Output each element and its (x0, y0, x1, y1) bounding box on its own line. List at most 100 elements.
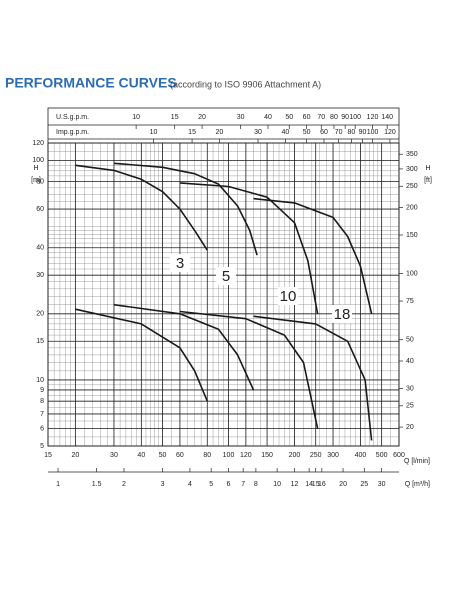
y2-tick-label: 30 (406, 385, 414, 392)
model-label-box (170, 254, 190, 272)
axis-tick-label: 60 (320, 129, 328, 136)
axis-tick-label: 80 (347, 129, 355, 136)
y-tick-label: 7 (40, 411, 44, 418)
y2-tick-label: 25 (406, 403, 414, 410)
axis-tick-label: 14 (305, 481, 313, 488)
axis-tick-label: 16 (318, 481, 326, 488)
y2-tick-label: 50 (406, 337, 414, 344)
axis-tick-label: 8 (254, 481, 258, 488)
axis-tick-label: 10 (273, 481, 281, 488)
y2-tick-label: 75 (406, 298, 414, 305)
model-label-box (216, 267, 236, 285)
axis-tick-label: 120 (384, 129, 396, 136)
axis-tick-label: 120 (367, 114, 379, 121)
y-tick-label: 6 (40, 425, 44, 432)
y-label: H (33, 165, 38, 172)
pump-curve (179, 182, 319, 314)
y-tick-label: 60 (36, 206, 44, 213)
x-tick-label: 500 (376, 452, 388, 459)
x-tick-label: 60 (176, 452, 184, 459)
x-tick-label: 600 (393, 452, 405, 459)
axis-tick-label: 5 (209, 481, 213, 488)
axis-label: Q [m³/h] (405, 481, 430, 488)
x-tick-label: 150 (261, 452, 273, 459)
y-tick-label: 40 (36, 245, 44, 252)
y-tick-label: 15 (36, 338, 44, 345)
pump-curve (75, 308, 209, 402)
axis-tick-label: 7 (241, 481, 245, 488)
y2-tick-label: 20 (406, 424, 414, 431)
y2-tick-label: 100 (406, 270, 418, 277)
axis-tick-label: 50 (303, 129, 311, 136)
axis-tick-label: 2 (122, 481, 126, 488)
axis-tick-label: 90 (359, 129, 367, 136)
x-tick-label: 50 (159, 452, 167, 459)
y2-tick-label: 40 (406, 358, 414, 365)
axis-tick-label: 6 (227, 481, 231, 488)
y-tick-label: 5 (40, 443, 44, 450)
model-label-box (278, 287, 298, 305)
x-tick-label: 400 (355, 452, 367, 459)
axis-tick-label: 15 (171, 114, 179, 121)
y-tick-label: 30 (36, 272, 44, 279)
axis-tick-label: 1 (56, 481, 60, 488)
axis-tick-label: 50 (285, 114, 293, 121)
x-label: Q [l/min] (404, 458, 430, 465)
axis-tick-label: 40 (264, 114, 272, 121)
pump-curve (113, 303, 255, 391)
x-tick-label: 300 (327, 452, 339, 459)
chart-subtitle: (according to ISO 9906 Attachment A) (170, 79, 321, 89)
pump-curve (253, 197, 373, 314)
axis-tick-label: 80 (330, 114, 338, 121)
y-tick-label: 8 (40, 398, 44, 405)
pump-curve (179, 310, 319, 429)
axis-tick-label: 30 (378, 481, 386, 488)
x-tick-label: 40 (137, 452, 145, 459)
axis-tick-label: 4 (188, 481, 192, 488)
axis-tick-label: 20 (339, 481, 347, 488)
axis-tick-label: 10 (132, 114, 140, 121)
model-label-box (332, 305, 352, 323)
y-tick-label: 9 (40, 387, 44, 394)
axis-tick-label: 70 (335, 129, 343, 136)
axis-tick-label: 15 (188, 129, 196, 136)
y-unit: [m] (31, 177, 41, 184)
y-tick-label: 100 (32, 157, 44, 164)
axis-tick-label: 30 (254, 129, 262, 136)
pump-curve (75, 164, 208, 251)
pump-curve (113, 162, 258, 256)
y-tick-label: 10 (36, 377, 44, 384)
axis-label: Imp.g.p.m. (56, 129, 89, 136)
x-tick-label: 100 (223, 452, 235, 459)
axis-tick-label: 60 (303, 114, 311, 121)
axis-tick-label: 10 (150, 129, 158, 136)
axis-tick-label: 140 (381, 114, 393, 121)
axis-tick-label: 1.5 (92, 481, 102, 488)
x-tick-label: 30 (110, 452, 118, 459)
y2-unit: [ft] (424, 177, 432, 184)
axis-tick-label: 20 (216, 129, 224, 136)
x-tick-label: 200 (289, 452, 301, 459)
axis-tick-label: 20 (198, 114, 206, 121)
axis-label: U.S.g.p.m. (56, 114, 89, 121)
axis-tick-label: 90 (341, 114, 349, 121)
axis-tick-label: 70 (317, 114, 325, 121)
x-tick-label: 20 (71, 452, 79, 459)
y-tick-label: 80 (36, 179, 44, 186)
axis-tick-label: 100 (349, 114, 361, 121)
axis-tick-label: 100 (367, 129, 379, 136)
chart-title: PERFORMANCE CURVES (5, 75, 177, 91)
y2-label: H (425, 165, 430, 172)
axis-tick-label: 15 (312, 481, 320, 488)
y-tick-label: 120 (32, 140, 44, 147)
axis-tick-label: 12 (291, 481, 299, 488)
y-tick-label: 20 (36, 311, 44, 318)
model-label: 3 (176, 255, 184, 272)
y2-tick-label: 350 (406, 151, 418, 158)
pump-curve (253, 315, 373, 441)
y2-tick-label: 300 (406, 166, 418, 173)
axis-tick-label: 3 (161, 481, 165, 488)
x-tick-label: 250 (310, 452, 322, 459)
